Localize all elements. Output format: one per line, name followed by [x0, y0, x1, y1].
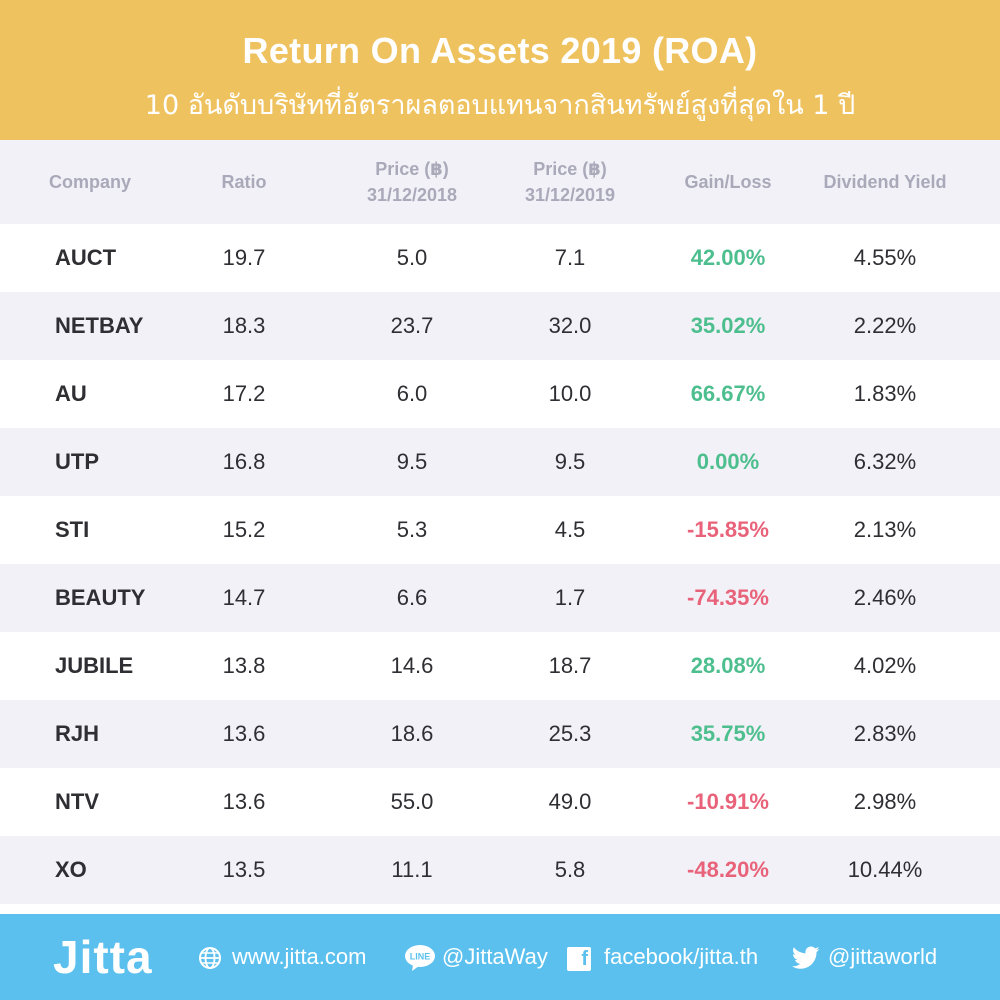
column-header-gain-loss: Gain/Loss — [684, 172, 772, 192]
cell-price-2019: 4.5 — [554, 517, 586, 542]
cell-company: AU — [55, 381, 87, 406]
line-icon: LINE — [405, 945, 435, 971]
column-header-dividend-yield: Dividend Yield — [823, 172, 947, 192]
cell-dividend-yield: 2.13% — [853, 517, 917, 542]
cell-dividend-yield: 4.55% — [853, 245, 917, 270]
header-banner: Return On Assets 2019 (ROA) 10 อันดับบริ… — [0, 0, 1000, 140]
cell-price-2018: 5.0 — [396, 245, 428, 270]
cell-ratio: 13.5 — [222, 857, 266, 882]
cell-company: AUCT — [55, 245, 117, 270]
table-row: UTP 16.8 9.5 9.5 0.00% 6.32% — [0, 428, 1000, 496]
cell-price-2018: 14.6 — [390, 653, 434, 678]
cell-price-2018: 6.0 — [396, 381, 428, 406]
cell-dividend-yield: 1.83% — [853, 381, 917, 406]
cell-price-2019: 7.1 — [554, 245, 586, 270]
jitta-logo: Jitta — [53, 931, 153, 983]
cell-company: NETBAY — [55, 313, 144, 338]
cell-dividend-yield: 2.46% — [853, 585, 917, 610]
table-row: JUBILE 13.8 14.6 18.7 28.08% 4.02% — [0, 632, 1000, 700]
column-header-company: Company — [48, 172, 131, 192]
table-row: AUCT 19.7 5.0 7.1 42.00% 4.55% — [0, 224, 1000, 292]
page-subtitle: 10 อันดับบริษัทที่อัตราผลตอบแทนจากสินทรั… — [144, 90, 856, 121]
cell-price-2018: 55.0 — [390, 789, 434, 814]
cell-price-2018: 23.7 — [390, 313, 434, 338]
cell-company: RJH — [55, 721, 100, 746]
cell-gain-loss: 35.02% — [690, 313, 766, 338]
cell-price-2018: 6.6 — [396, 585, 428, 610]
cell-company: JUBILE — [55, 653, 134, 678]
cell-gain-loss: 0.00% — [696, 449, 760, 474]
cell-company: STI — [55, 517, 90, 542]
cell-gain-loss: 66.67% — [690, 381, 766, 406]
table-header: Company Ratio Price (฿) 31/12/2018 Price… — [0, 140, 1000, 224]
cell-ratio: 15.2 — [222, 517, 266, 542]
page-title: Return On Assets 2019 (ROA) — [242, 30, 758, 71]
table-row: BEAUTY 14.7 6.6 1.7 -74.35% 2.46% — [0, 564, 1000, 632]
cell-dividend-yield: 2.22% — [853, 313, 917, 338]
cell-company: NTV — [55, 789, 99, 814]
cell-gain-loss: 35.75% — [690, 721, 766, 746]
cell-price-2018: 9.5 — [396, 449, 428, 474]
table-row: NETBAY 18.3 23.7 32.0 35.02% 2.22% — [0, 292, 1000, 360]
table-row: STI 15.2 5.3 4.5 -15.85% 2.13% — [0, 496, 1000, 564]
cell-company: UTP — [55, 449, 99, 474]
cell-gain-loss: -10.91% — [687, 789, 769, 814]
table-row: AU 17.2 6.0 10.0 66.67% 1.83% — [0, 360, 1000, 428]
cell-price-2018: 5.3 — [396, 517, 428, 542]
footer-bar: Jitta www.jitta.com LINE @JittaWay f fac… — [0, 914, 1000, 1000]
website-link[interactable]: www.jitta.com — [232, 944, 367, 969]
table-row: XO 13.5 11.1 5.8 -48.20% 10.44% — [0, 836, 1000, 904]
cell-price-2019: 1.7 — [554, 585, 586, 610]
cell-ratio: 18.3 — [222, 313, 266, 338]
cell-ratio: 16.8 — [222, 449, 266, 474]
cell-dividend-yield: 6.32% — [853, 449, 917, 474]
cell-company: BEAUTY — [55, 585, 146, 610]
cell-gain-loss: 42.00% — [690, 245, 766, 270]
cell-price-2018: 18.6 — [390, 721, 434, 746]
cell-gain-loss: 28.08% — [690, 653, 766, 678]
cell-gain-loss: -74.35% — [687, 585, 769, 610]
cell-dividend-yield: 2.98% — [853, 789, 917, 814]
cell-ratio: 17.2 — [222, 381, 266, 406]
table-row: RJH 13.6 18.6 25.3 35.75% 2.83% — [0, 700, 1000, 768]
cell-dividend-yield: 4.02% — [853, 653, 917, 678]
cell-gain-loss: -48.20% — [687, 857, 769, 882]
cell-price-2019: 49.0 — [548, 789, 592, 814]
column-header-ratio: Ratio — [221, 172, 267, 192]
cell-ratio: 19.7 — [222, 245, 266, 270]
cell-gain-loss: -15.85% — [687, 517, 769, 542]
cell-ratio: 13.8 — [222, 653, 266, 678]
table-row: NTV 13.6 55.0 49.0 -10.91% 2.98% — [0, 768, 1000, 836]
cell-price-2019: 5.8 — [554, 857, 586, 882]
cell-price-2019: 10.0 — [548, 381, 592, 406]
cell-company: XO — [55, 857, 87, 882]
twitter-handle[interactable]: @jittaworld — [828, 944, 938, 969]
cell-dividend-yield: 10.44% — [847, 857, 923, 882]
svg-text:LINE: LINE — [410, 952, 431, 962]
column-header-price-2018: Price (฿) 31/12/2018 — [366, 159, 458, 205]
facebook-icon: f — [567, 947, 591, 971]
cell-ratio: 13.6 — [222, 721, 266, 746]
twitter-icon — [792, 946, 820, 969]
cell-price-2019: 32.0 — [548, 313, 592, 338]
cell-price-2019: 9.5 — [554, 449, 586, 474]
facebook-link[interactable]: facebook/jitta.th — [604, 944, 759, 969]
line-account[interactable]: @JittaWay — [442, 944, 548, 969]
cell-price-2019: 25.3 — [548, 721, 592, 746]
table-body: AUCT 19.7 5.0 7.1 42.00% 4.55% NETBAY 18.3 23.7 3… — [0, 224, 1000, 904]
column-header-price-2019: Price (฿) 31/12/2019 — [524, 159, 616, 205]
globe-icon — [199, 947, 221, 969]
cell-price-2019: 18.7 — [548, 653, 592, 678]
cell-dividend-yield: 2.83% — [853, 721, 917, 746]
cell-price-2018: 11.1 — [391, 857, 433, 882]
cell-ratio: 14.7 — [222, 585, 266, 610]
cell-ratio: 13.6 — [222, 789, 266, 814]
